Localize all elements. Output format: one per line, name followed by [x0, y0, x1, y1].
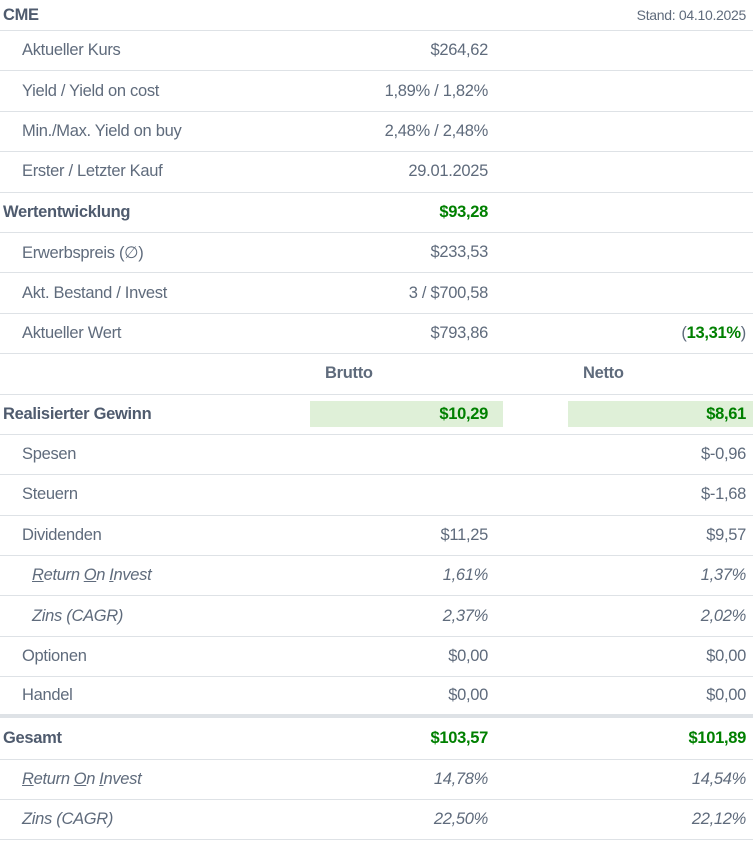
word: Invest — [99, 769, 142, 788]
label: Akt. Bestand / Invest — [22, 283, 168, 302]
label: Return On Invest — [0, 760, 310, 799]
word: On — [83, 566, 106, 585]
row-spesen: Spesen $-0,96 — [0, 435, 753, 476]
value: 1,89% / 1,82% — [384, 81, 489, 100]
row-steuern: Steuern $-1,68 — [0, 475, 753, 516]
brutto-value: $0,00 — [448, 685, 488, 704]
brutto-value: $11,25 — [440, 525, 489, 544]
value: 2,48% / 2,48% — [384, 121, 489, 140]
percent: 13,31% — [686, 323, 741, 342]
row-erwerbspreis: Erwerbspreis (∅) $233,53 — [0, 233, 753, 274]
row-realisierter-gewinn: Realisierter Gewinn $10,29 $8,61 — [0, 395, 753, 435]
netto-value: $9,57 — [706, 525, 746, 544]
row-dividenden-zins: Zins (CAGR) 2,37% 2,02% — [0, 596, 753, 637]
row-gesamt-zins: Zins (CAGR) 22,50% 22,12% — [0, 800, 753, 841]
column-header-brutto: Brutto — [325, 364, 373, 383]
netto-value: $-1,68 — [701, 485, 746, 504]
brutto-value: 2,37% — [442, 606, 489, 625]
label: Erwerbspreis (∅) — [22, 243, 144, 262]
stand-date: Stand: 04.10.2025 — [636, 7, 747, 23]
label: Gesamt — [3, 728, 62, 747]
brutto-value: $103,57 — [430, 728, 488, 747]
row-gesamt: Gesamt $103,57 $101,89 — [0, 718, 753, 760]
label: Return On Invest — [0, 556, 310, 595]
paren: ( — [681, 323, 687, 342]
row-dividenden-roi: Return On Invest 1,61% 1,37% — [0, 556, 753, 597]
value: 29.01.2025 — [408, 162, 488, 181]
netto-value: 2,02% — [700, 606, 747, 625]
brutto-value: 22,50% — [433, 810, 488, 829]
netto-value: $101,89 — [688, 728, 746, 747]
label: Zins (CAGR) — [32, 606, 124, 625]
stock-title: CME — [3, 5, 39, 24]
label: Realisierter Gewinn — [3, 404, 152, 423]
value: 3 / $700,58 — [408, 283, 489, 302]
row-gesamt-roi: Return On Invest 14,78% 14,54% — [0, 760, 753, 801]
word: On — [73, 769, 96, 788]
value: $93,28 — [439, 202, 488, 221]
netto-value: $-0,96 — [701, 445, 746, 464]
label: Min./Max. Yield on buy — [22, 121, 182, 140]
brutto-value: $10,29 — [310, 401, 503, 428]
row-min-max-yield: Min./Max. Yield on buy 2,48% / 2,48% — [0, 112, 753, 153]
brutto-value: $0,00 — [448, 647, 488, 666]
performance-percent: (13,31%) — [568, 314, 753, 353]
column-header-netto: Netto — [583, 364, 624, 383]
paren: ) — [740, 323, 747, 342]
label: Erster / Letzter Kauf — [22, 162, 163, 181]
netto-value: 22,12% — [691, 810, 746, 829]
label: Aktueller Wert — [22, 323, 122, 342]
label: Steuern — [22, 485, 78, 504]
word: Return — [22, 769, 70, 788]
row-yield: Yield / Yield on cost 1,89% / 1,82% — [0, 71, 753, 112]
row-aktueller-wert: Aktueller Wert $793,86 (13,31%) — [0, 314, 753, 355]
row-aktueller-kurs: Aktueller Kurs $264,62 — [0, 31, 753, 72]
column-header-row: Brutto Netto — [0, 354, 753, 395]
netto-value: 14,54% — [691, 769, 746, 788]
netto-value: $8,61 — [568, 401, 753, 428]
netto-value: $0,00 — [706, 647, 746, 666]
value: $233,53 — [430, 243, 488, 262]
label: Aktueller Kurs — [22, 41, 121, 60]
row-handel: Handel $0,00 $0,00 — [0, 677, 753, 718]
netto-value: $0,00 — [706, 685, 746, 704]
label: Yield / Yield on cost — [22, 81, 160, 100]
label: Zins (CAGR) — [22, 810, 114, 829]
row-dividenden: Dividenden $11,25 $9,57 — [0, 516, 753, 557]
row-kauf: Erster / Letzter Kauf 29.01.2025 — [0, 152, 753, 193]
label: Dividenden — [22, 525, 102, 544]
brutto-value: 14,78% — [433, 769, 488, 788]
label: Optionen — [22, 647, 87, 666]
label: Handel — [22, 685, 73, 704]
label: Spesen — [22, 445, 77, 464]
header-row: CME Stand: 04.10.2025 — [0, 0, 753, 31]
value: $793,86 — [430, 323, 488, 342]
word: Return — [32, 566, 80, 585]
row-optionen: Optionen $0,00 $0,00 — [0, 637, 753, 678]
label: Wertentwicklung — [3, 202, 131, 221]
brutto-value: 1,61% — [442, 566, 489, 585]
row-wertentwicklung: Wertentwicklung $93,28 — [0, 193, 753, 233]
netto-value: 1,37% — [700, 566, 747, 585]
word: Invest — [109, 566, 152, 585]
value: $264,62 — [430, 41, 488, 60]
row-bestand: Akt. Bestand / Invest 3 / $700,58 — [0, 273, 753, 314]
